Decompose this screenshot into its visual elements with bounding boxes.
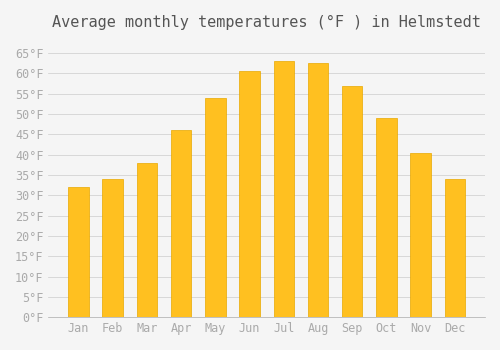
Bar [444,179,465,317]
Bar [68,187,88,317]
Bar [136,163,157,317]
Bar [171,130,192,317]
Bar [342,86,362,317]
Bar [308,63,328,317]
Bar [205,98,226,317]
Title: Average monthly temperatures (°F ) in Helmstedt: Average monthly temperatures (°F ) in He… [52,15,481,30]
Bar [102,179,123,317]
Bar [240,71,260,317]
Bar [274,61,294,317]
Bar [410,153,431,317]
Bar [376,118,396,317]
